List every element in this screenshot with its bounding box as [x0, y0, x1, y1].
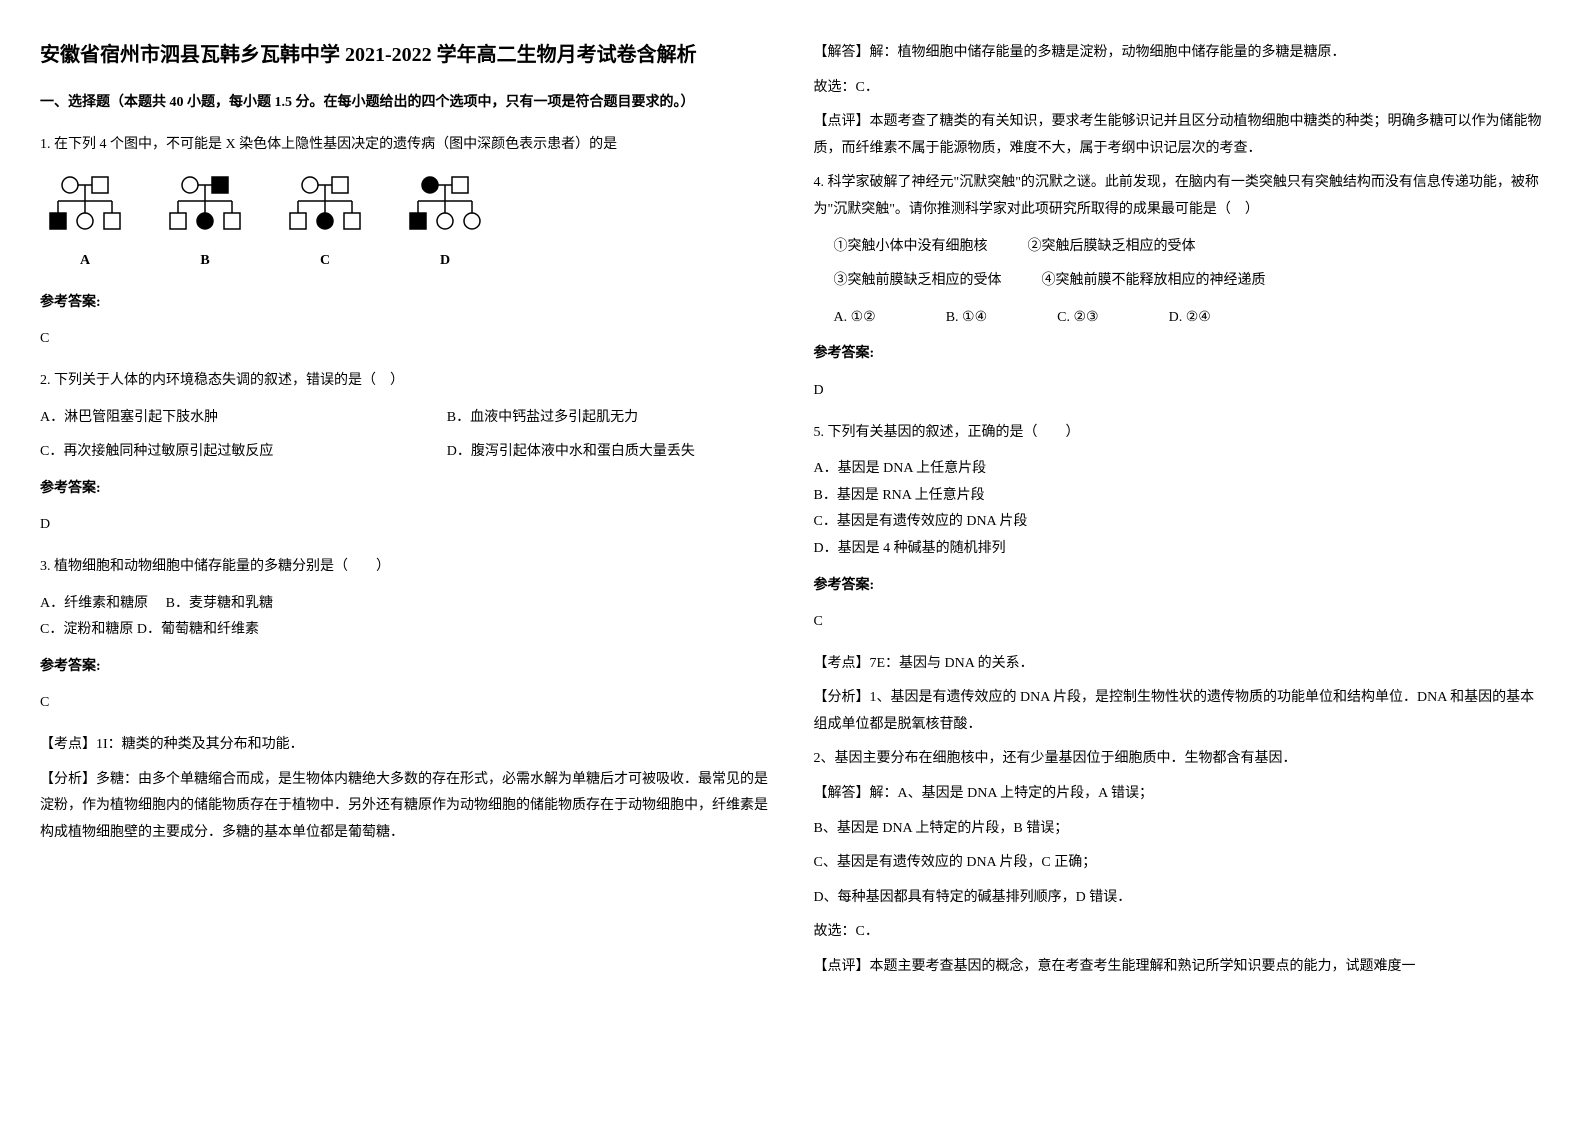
q5-jieda-d: D、每种基因都具有特定的碱基排列顺序，D 错误． [814, 885, 1548, 912]
q2-option-d: D．腹泻引起体液中水和蛋白质大量丢失 [447, 439, 774, 466]
pedigree-a: A [40, 173, 130, 275]
q4-choice-d: D. ②④ [1169, 305, 1211, 332]
q3-options-line2: C．淀粉和糖原 D．葡萄糖和纤维素 [40, 617, 774, 644]
pedigree-d-svg [400, 173, 490, 243]
q2-option-c: C．再次接触同种过敏原引起过敏反应 [40, 439, 367, 466]
q2-option-a: A．淋巴管阻塞引起下肢水肿 [40, 405, 367, 432]
q3-answer: C [40, 690, 774, 717]
q5-option-d: D．基因是 4 种碱基的随机排列 [814, 536, 1548, 563]
q5-dianping: 【点评】本题主要考查基因的概念，意在考查考生能理解和熟记所学知识要点的能力，试题… [814, 954, 1548, 981]
question-4-text: 4. 科学家破解了神经元"沉默突触"的沉默之谜。此前发现，在脑内有一类突触只有突… [814, 170, 1548, 223]
pedigree-d-label: D [440, 248, 450, 275]
q3-option-c: C．淀粉和糖原 [40, 622, 133, 637]
q5-answer-label: 参考答案: [814, 573, 1548, 600]
q4-choices: A. ①② B. ①④ C. ②③ D. ②④ [834, 305, 1548, 332]
q5-jieda-b: B、基因是 DNA 上特定的片段，B 错误； [814, 816, 1548, 843]
q4-sub4: ④突触前膜不能释放相应的神经递质 [1042, 268, 1266, 295]
pedigree-c: C [280, 173, 370, 275]
question-4: 4. 科学家破解了神经元"沉默突触"的沉默之谜。此前发现，在脑内有一类突触只有突… [814, 170, 1548, 404]
q3-option-d: D．葡萄糖和纤维素 [137, 622, 259, 637]
q2-option-b: B．血液中钙盐过多引起肌无力 [447, 405, 774, 432]
q3-guxuan: 故选：C． [814, 75, 1548, 102]
question-3: 3. 植物细胞和动物细胞中储存能量的多糖分别是（ ） A．纤维素和糖原 B．麦芽… [40, 554, 774, 846]
q4-sub-row1: ①突触小体中没有细胞核 ②突触后膜缺乏相应的受体 [834, 234, 1548, 261]
q1-answer-label: 参考答案: [40, 290, 774, 317]
q3-fenxi: 【分析】多糖：由多个单糖缩合而成，是生物体内糖绝大多数的存在形式，必需水解为单糖… [40, 767, 774, 847]
q2-answer-label: 参考答案: [40, 476, 774, 503]
q3-option-a: A．纤维素和糖原 [40, 596, 148, 611]
document-container: 安徽省宿州市泗县瓦韩乡瓦韩中学 2021-2022 学年高二生物月考试卷含解析 … [40, 40, 1547, 996]
question-2-text: 2. 下列关于人体的内环境稳态失调的叙述，错误的是（ ） [40, 368, 774, 395]
pedigree-d: D [400, 173, 490, 275]
question-3-text: 3. 植物细胞和动物细胞中储存能量的多糖分别是（ ） [40, 554, 774, 581]
left-column: 安徽省宿州市泗县瓦韩乡瓦韩中学 2021-2022 学年高二生物月考试卷含解析 … [40, 40, 774, 996]
q4-answer-label: 参考答案: [814, 341, 1548, 368]
question-5-text: 5. 下列有关基因的叙述，正确的是（ ） [814, 420, 1548, 447]
pedigree-a-label: A [80, 248, 90, 275]
q4-sub3: ③突触前膜缺乏相应的受体 [834, 268, 1002, 295]
q3-kaodian: 【考点】1I：糖类的种类及其分布和功能． [40, 732, 774, 759]
q1-answer: C [40, 326, 774, 353]
document-title: 安徽省宿州市泗县瓦韩乡瓦韩中学 2021-2022 学年高二生物月考试卷含解析 [40, 40, 774, 70]
section-header: 一、选择题（本题共 40 小题，每小题 1.5 分。在每小题给出的四个选项中，只… [40, 90, 774, 117]
pedigree-b-svg [160, 173, 250, 243]
question-1-text: 1. 在下列 4 个图中，不可能是 X 染色体上隐性基因决定的遗传病（图中深颜色… [40, 132, 774, 159]
q5-jieda: 【解答】解：A、基因是 DNA 上特定的片段，A 错误； [814, 781, 1548, 808]
q5-option-c: C．基因是有遗传效应的 DNA 片段 [814, 509, 1548, 536]
question-2: 2. 下列关于人体的内环境稳态失调的叙述，错误的是（ ） A．淋巴管阻塞引起下肢… [40, 368, 774, 539]
q4-sub-options: ①突触小体中没有细胞核 ②突触后膜缺乏相应的受体 ③突触前膜缺乏相应的受体 ④突… [834, 234, 1548, 295]
pedigree-c-svg [280, 173, 370, 243]
q3-jieda: 【解答】解：植物细胞中储存能量的多糖是淀粉，动物细胞中储存能量的多糖是糖原． [814, 40, 1548, 67]
q5-jieda-c: C、基因是有遗传效应的 DNA 片段，C 正确； [814, 850, 1548, 877]
q4-sub2: ②突触后膜缺乏相应的受体 [1028, 234, 1196, 261]
q5-guxuan: 故选：C． [814, 919, 1548, 946]
pedigree-b: B [160, 173, 250, 275]
pedigree-b-label: B [200, 248, 209, 275]
pedigree-c-label: C [320, 248, 330, 275]
q2-options-row2: C．再次接触同种过敏原引起过敏反应 D．腹泻引起体液中水和蛋白质大量丢失 [40, 439, 774, 466]
q5-option-a: A．基因是 DNA 上任意片段 [814, 456, 1548, 483]
q2-answer: D [40, 512, 774, 539]
q3-answer-label: 参考答案: [40, 654, 774, 681]
q4-choice-c: C. ②③ [1057, 305, 1098, 332]
q4-answer: D [814, 378, 1548, 405]
pedigree-a-svg [40, 173, 130, 243]
question-1: 1. 在下列 4 个图中，不可能是 X 染色体上隐性基因决定的遗传病（图中深颜色… [40, 132, 774, 353]
pedigree-diagrams: A [40, 173, 774, 275]
q5-fenxi: 【分析】1、基因是有遗传效应的 DNA 片段，是控制生物性状的遗传物质的功能单位… [814, 685, 1548, 738]
q4-sub-row2: ③突触前膜缺乏相应的受体 ④突触前膜不能释放相应的神经递质 [834, 268, 1548, 295]
q3-dianping: 【点评】本题考查了糖类的有关知识，要求考生能够识记并且区分动植物细胞中糖类的种类… [814, 109, 1548, 162]
q5-option-b: B．基因是 RNA 上任意片段 [814, 483, 1548, 510]
q4-sub1: ①突触小体中没有细胞核 [834, 234, 988, 261]
q5-answer: C [814, 609, 1548, 636]
question-5: 5. 下列有关基因的叙述，正确的是（ ） A．基因是 DNA 上任意片段 B．基… [814, 420, 1548, 981]
q4-choice-b: B. ①④ [946, 305, 987, 332]
q3-options-line1: A．纤维素和糖原 B．麦芽糖和乳糖 [40, 591, 774, 618]
q5-fenxi2: 2、基因主要分布在细胞核中，还有少量基因位于细胞质中．生物都含有基因． [814, 746, 1548, 773]
q3-option-b: B．麦芽糖和乳糖 [166, 596, 273, 611]
q2-options-row1: A．淋巴管阻塞引起下肢水肿 B．血液中钙盐过多引起肌无力 [40, 405, 774, 432]
q5-kaodian: 【考点】7E：基因与 DNA 的关系． [814, 651, 1548, 678]
right-column: 【解答】解：植物细胞中储存能量的多糖是淀粉，动物细胞中储存能量的多糖是糖原． 故… [814, 40, 1548, 996]
q4-choice-a: A. ①② [834, 305, 876, 332]
